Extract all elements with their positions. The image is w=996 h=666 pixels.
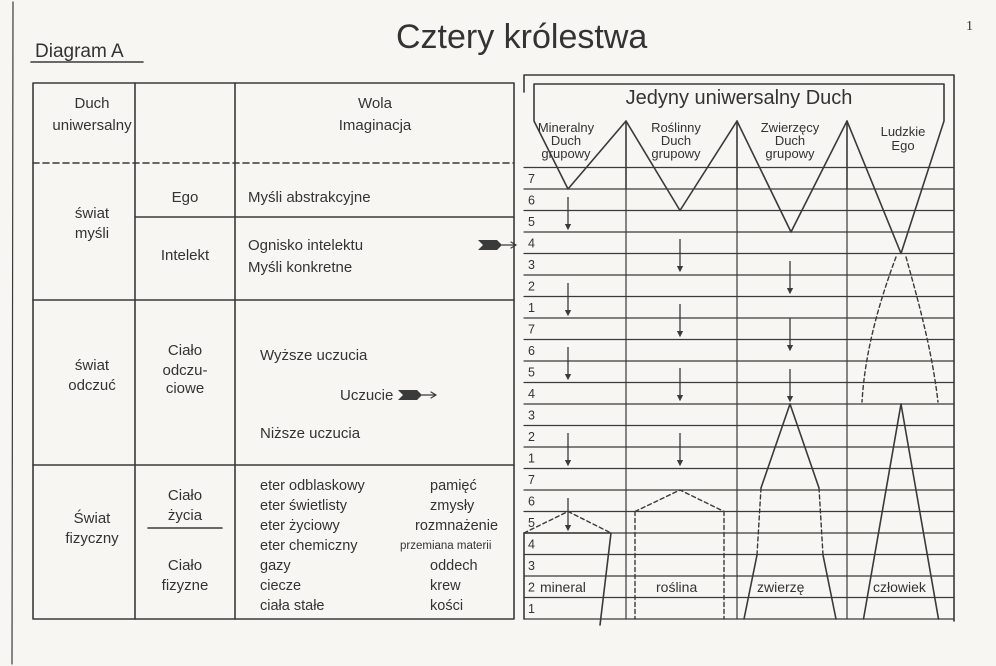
svg-text:fizyczny: fizyczny: [65, 530, 119, 547]
svg-text:świat: świat: [75, 357, 110, 374]
svg-text:Imaginacja: Imaginacja: [339, 117, 412, 134]
svg-text:rozmnażenie: rozmnażenie: [415, 518, 498, 534]
svg-text:Ego: Ego: [172, 189, 199, 206]
svg-text:gazy: gazy: [260, 558, 291, 574]
svg-text:kości: kości: [430, 598, 463, 614]
svg-text:zwierzę: zwierzę: [757, 579, 805, 595]
svg-text:Ognisko intelektu: Ognisko intelektu: [248, 237, 363, 254]
svg-text:3: 3: [528, 559, 535, 573]
svg-text:6: 6: [528, 344, 535, 358]
svg-text:eter życiowy: eter życiowy: [260, 518, 341, 534]
svg-text:ciowe: ciowe: [166, 380, 204, 397]
svg-text:Niższe uczucia: Niższe uczucia: [260, 425, 361, 442]
svg-text:3: 3: [528, 258, 535, 272]
svg-text:Ciało: Ciało: [168, 342, 202, 359]
svg-text:świat: świat: [75, 205, 110, 222]
svg-text:eter świetlisty: eter świetlisty: [260, 498, 348, 514]
svg-text:eter odblaskowy: eter odblaskowy: [260, 478, 366, 494]
svg-text:Świat: Świat: [74, 509, 112, 527]
svg-text:5: 5: [528, 366, 535, 380]
svg-text:7: 7: [528, 172, 535, 186]
svg-text:1: 1: [528, 452, 535, 466]
svg-text:7: 7: [528, 473, 535, 487]
svg-text:7: 7: [528, 323, 535, 337]
svg-text:2: 2: [528, 581, 535, 595]
svg-text:odczu-: odczu-: [162, 362, 207, 379]
svg-text:2: 2: [528, 280, 535, 294]
svg-text:zmysły: zmysły: [430, 498, 475, 514]
svg-text:uniwersalny: uniwersalny: [52, 117, 132, 134]
svg-text:Ludzkie: Ludzkie: [881, 124, 926, 139]
svg-text:ciecze: ciecze: [260, 578, 301, 594]
svg-text:Ciało: Ciało: [168, 487, 202, 504]
svg-text:Uczucie: Uczucie: [340, 387, 393, 404]
svg-text:grupowy: grupowy: [651, 146, 701, 161]
svg-text:pamięć: pamięć: [430, 478, 477, 494]
svg-text:życia: życia: [168, 507, 203, 524]
svg-text:Wola: Wola: [358, 95, 393, 112]
svg-text:fizyzne: fizyzne: [162, 577, 209, 594]
svg-text:4: 4: [528, 237, 535, 251]
svg-text:Ciało: Ciało: [168, 557, 202, 574]
svg-text:myśli: myśli: [75, 225, 109, 242]
svg-text:Myśli konkretne: Myśli konkretne: [248, 259, 352, 276]
svg-text:oddech: oddech: [430, 558, 478, 574]
svg-text:Ego: Ego: [891, 138, 914, 153]
svg-text:grupowy: grupowy: [765, 146, 815, 161]
svg-text:3: 3: [528, 409, 535, 423]
svg-text:1: 1: [528, 602, 535, 616]
svg-text:6: 6: [528, 194, 535, 208]
svg-text:grupowy: grupowy: [541, 146, 591, 161]
svg-text:mineral: mineral: [540, 579, 586, 595]
svg-text:krew: krew: [430, 578, 461, 594]
svg-text:przemiana materii: przemiana materii: [400, 540, 491, 552]
svg-text:Intelekt: Intelekt: [161, 247, 210, 264]
svg-text:ciała stałe: ciała stałe: [260, 598, 324, 614]
svg-text:4: 4: [528, 538, 535, 552]
svg-text:Diagram A: Diagram A: [35, 41, 124, 62]
svg-text:6: 6: [528, 495, 535, 509]
svg-text:5: 5: [528, 215, 535, 229]
svg-text:2: 2: [528, 430, 535, 444]
svg-text:człowiek: człowiek: [873, 579, 927, 595]
svg-text:Wyższe uczucia: Wyższe uczucia: [260, 347, 368, 364]
svg-text:odczuć: odczuć: [68, 377, 116, 394]
svg-text:1: 1: [528, 301, 535, 315]
svg-text:Myśli abstrakcyjne: Myśli abstrakcyjne: [248, 189, 371, 206]
svg-text:eter chemiczny: eter chemiczny: [260, 538, 358, 554]
svg-text:roślina: roślina: [656, 579, 697, 595]
svg-text:1: 1: [966, 19, 973, 34]
svg-text:Jedyny uniwersalny Duch: Jedyny uniwersalny Duch: [626, 87, 853, 109]
svg-text:Duch: Duch: [74, 95, 109, 112]
svg-text:4: 4: [528, 387, 535, 401]
svg-text:Cztery królestwa: Cztery królestwa: [396, 18, 647, 56]
